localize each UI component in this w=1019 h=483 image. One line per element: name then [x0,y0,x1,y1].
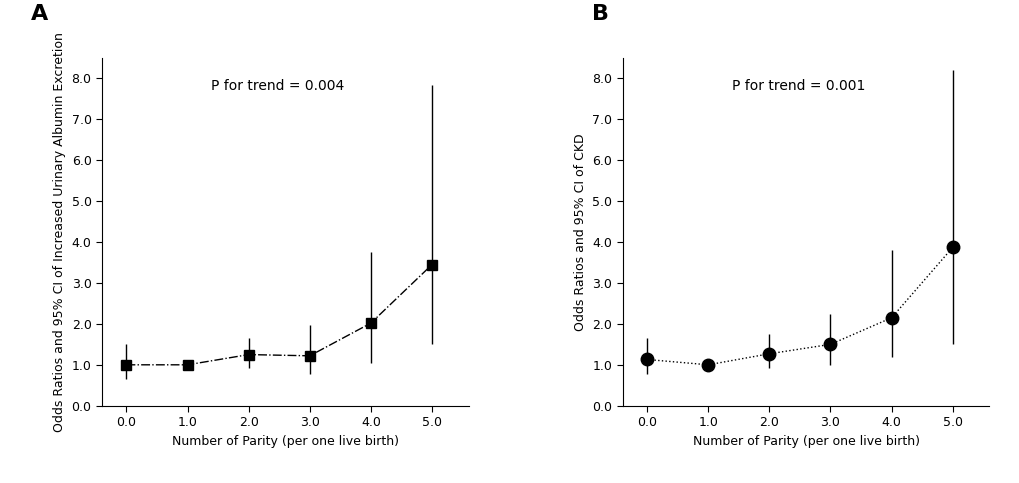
X-axis label: Number of Parity (per one live birth): Number of Parity (per one live birth) [171,435,398,448]
Y-axis label: Odds Ratios and 95% CI of Increased Urinary Albumin Excretion: Odds Ratios and 95% CI of Increased Urin… [53,32,66,432]
Text: P for trend = 0.001: P for trend = 0.001 [732,79,864,93]
Y-axis label: Odds Ratios and 95% CI of CKD: Odds Ratios and 95% CI of CKD [573,133,586,331]
Text: A: A [31,4,48,24]
X-axis label: Number of Parity (per one live birth): Number of Parity (per one live birth) [692,435,919,448]
Text: B: B [591,4,608,24]
Text: P for trend = 0.004: P for trend = 0.004 [211,79,344,93]
